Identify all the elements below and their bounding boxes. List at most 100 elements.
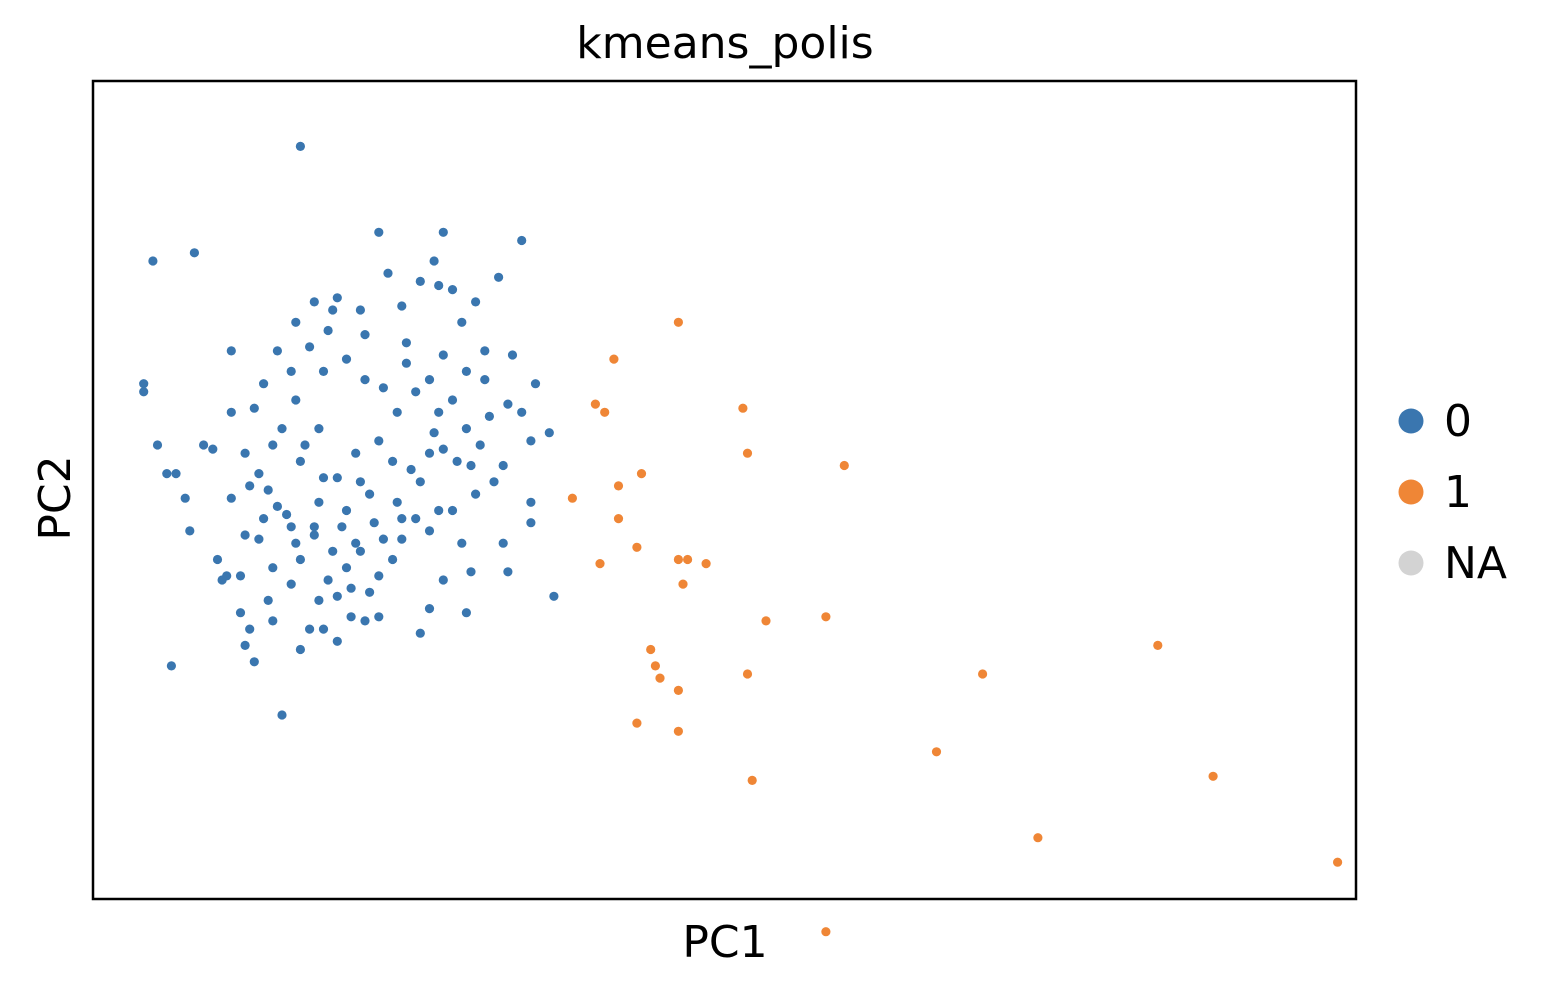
data-point [434, 280, 444, 291]
data-point [240, 640, 250, 651]
data-point [355, 546, 365, 556]
data-point [240, 530, 250, 540]
data-point [484, 411, 494, 421]
legend-label-1: 1 [1444, 467, 1472, 518]
data-point [457, 317, 467, 327]
data-point [355, 477, 365, 487]
data-point [254, 469, 264, 479]
data-point [226, 346, 236, 356]
legend-label-0: 0 [1444, 396, 1472, 447]
data-point [526, 497, 536, 507]
data-point [673, 554, 684, 565]
data-point [383, 268, 393, 278]
data-point [392, 497, 402, 507]
data-point [397, 514, 407, 524]
data-point [199, 440, 209, 450]
data-point [268, 563, 278, 573]
data-point [530, 379, 541, 389]
data-point [401, 338, 411, 348]
data-point [263, 485, 273, 495]
data-point [286, 522, 296, 532]
data-point [378, 383, 388, 393]
data-point [374, 612, 384, 622]
data-point [457, 538, 467, 548]
data-point [632, 542, 642, 552]
data-point [291, 317, 301, 327]
data-point [346, 583, 356, 593]
data-point [374, 436, 384, 446]
data-point [328, 305, 338, 315]
data-point [341, 354, 352, 364]
data-point [291, 395, 301, 405]
data-point [272, 346, 282, 356]
series-0 [139, 141, 559, 720]
data-point [332, 591, 342, 601]
legend-marker-1 [1398, 479, 1424, 505]
data-point [300, 440, 310, 450]
data-point [314, 424, 324, 434]
data-point [447, 285, 458, 295]
data-point [374, 227, 384, 237]
legend-marker-na [1398, 550, 1424, 576]
data-point [517, 235, 527, 246]
data-point [636, 469, 647, 479]
data-point [424, 448, 435, 458]
data-point [208, 444, 218, 454]
data-point [295, 644, 305, 655]
data-point [526, 518, 536, 528]
data-point [1333, 857, 1343, 867]
data-point [360, 375, 370, 385]
data-point [240, 448, 250, 458]
data-point [613, 481, 624, 491]
data-point [323, 575, 333, 585]
data-point [346, 612, 356, 622]
data-point [480, 375, 490, 385]
data-point [461, 366, 471, 376]
data-point [701, 559, 711, 569]
data-point [609, 354, 619, 364]
data-point [742, 669, 753, 679]
data-point [139, 387, 149, 397]
data-point [673, 726, 684, 736]
x-axis-label: PC1 [682, 917, 767, 968]
data-point [503, 567, 513, 577]
data-point [332, 636, 342, 646]
data-point [318, 366, 329, 376]
data-point [392, 407, 402, 417]
data-point [415, 477, 425, 487]
data-point [673, 317, 684, 327]
data-point [282, 509, 292, 520]
data-point [249, 657, 259, 667]
data-point [761, 616, 771, 626]
data-point [424, 526, 435, 536]
data-point [341, 563, 352, 573]
data-point [498, 460, 508, 471]
data-point [337, 522, 347, 532]
data-point [406, 464, 416, 475]
data-point [839, 460, 849, 471]
data-point [397, 534, 407, 544]
data-point [259, 514, 269, 524]
data-point [268, 440, 278, 450]
data-point [309, 530, 319, 540]
data-point [411, 387, 421, 397]
data-point [434, 505, 444, 516]
data-point [272, 501, 282, 511]
data-point [471, 489, 481, 499]
data-point [360, 330, 370, 340]
data-point [318, 624, 329, 634]
data-point [438, 227, 448, 237]
data-point [489, 477, 499, 487]
data-point [1033, 833, 1043, 843]
data-point [424, 604, 435, 614]
data-point [291, 538, 301, 548]
data-point [374, 571, 384, 581]
series-1 [567, 317, 1343, 937]
data-point [507, 350, 518, 360]
data-point [314, 595, 324, 606]
data-point [305, 624, 315, 634]
data-point [632, 718, 642, 728]
data-point [434, 407, 444, 417]
data-point [295, 141, 305, 151]
data-point [401, 358, 411, 368]
